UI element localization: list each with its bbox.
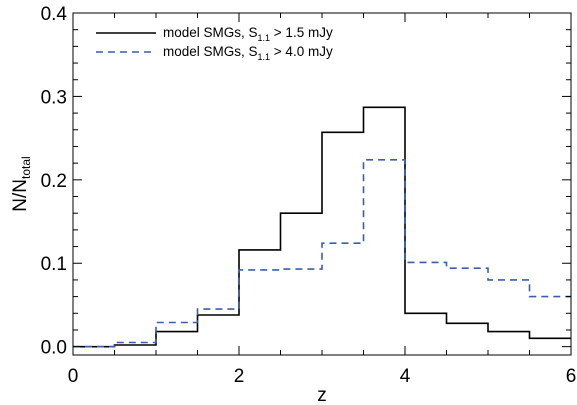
legend-label-1-pre: model SMGs, S xyxy=(163,25,258,40)
series-layer xyxy=(73,106,571,348)
legend-label-2-pre: model SMGs, S xyxy=(163,44,258,59)
x-tick-label: 6 xyxy=(566,366,577,387)
x-tick-label: 4 xyxy=(400,366,411,387)
y-tick-label: 0.4 xyxy=(41,4,68,25)
series-line-1 xyxy=(73,106,571,348)
y-tick-label: 0.3 xyxy=(41,87,67,108)
legend-label-1-post: > 1.5 mJy xyxy=(270,25,333,40)
legend-label-2: model SMGs, S1.1 > 4.0 mJy xyxy=(163,44,333,62)
y-tick-label: 0.0 xyxy=(41,338,67,359)
legend: model SMGs, S1.1 > 1.5 mJy model SMGs, S… xyxy=(96,25,333,62)
series-line-2 xyxy=(73,159,571,348)
y-tick-label: 0.2 xyxy=(41,171,67,192)
y-tick-label: 0.1 xyxy=(41,254,67,275)
legend-label-2-post: > 4.0 mJy xyxy=(270,44,333,59)
legend-label-1-sub: 1.1 xyxy=(258,33,271,43)
legend-label-1: model SMGs, S1.1 > 1.5 mJy xyxy=(163,25,333,43)
y-axis-label-main: N/N xyxy=(10,179,31,212)
y-axis-label: N/Ntotal xyxy=(10,156,33,211)
y-axis-label-sub: total xyxy=(19,156,33,179)
legend-label-2-sub: 1.1 xyxy=(258,52,271,62)
x-axis-label: z xyxy=(317,385,327,405)
x-tick-label: 2 xyxy=(234,366,245,387)
ticks-layer: 0 2 4 6 0.0 0.1 0.2 0.3 0.4 xyxy=(41,4,577,387)
x-tick-label: 0 xyxy=(68,366,79,387)
